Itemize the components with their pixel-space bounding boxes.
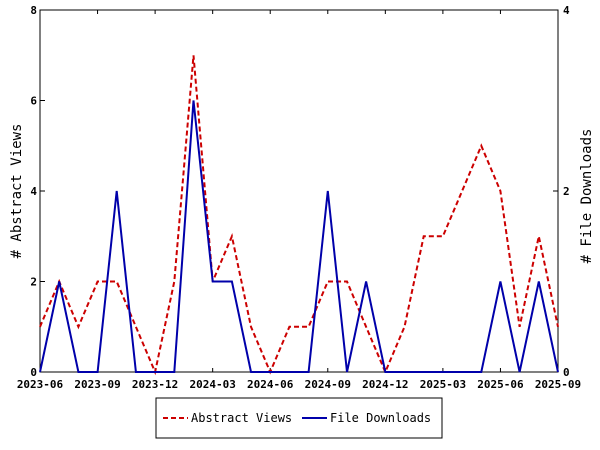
x-tick-label: 2024-09	[305, 378, 351, 391]
y2-tick-label: 0	[563, 366, 570, 379]
x-axis: 2023-06 2023-09 2023-12 2024-03 2024-06 2024-…	[17, 10, 581, 391]
y-tick-label: 0	[30, 366, 37, 379]
legend-box	[155, 397, 443, 439]
y-axis-title: # Abstract Views	[9, 124, 25, 259]
x-tick-label: 2024-06	[247, 378, 294, 391]
x-tick-label: 2025-06	[477, 378, 524, 391]
x-tick-label: 2024-03	[189, 378, 235, 391]
y2-axis-title: # File Downloads	[579, 129, 595, 264]
legend: Abstract Views File Downloads	[155, 397, 443, 439]
series-line-abstract-views	[39, 55, 559, 376]
y-tick-label: 2	[30, 276, 37, 289]
legend-label-file-downloads: File Downloads	[330, 411, 431, 425]
y2-tick-label: 2	[563, 185, 570, 198]
y-tick-label: 8	[30, 4, 37, 17]
x-tick-label: 2025-09	[535, 378, 581, 391]
x-tick-label: 2025-03	[420, 378, 466, 391]
x-tick-label: 2024-12	[362, 378, 408, 391]
y-tick-label: 4	[30, 185, 37, 198]
x-tick-label: 2023-06	[17, 378, 64, 391]
x-tick-label: 2023-12	[132, 378, 178, 391]
legend-label-abstract-views: Abstract Views	[191, 411, 292, 425]
series-line-file-downloads	[39, 100, 559, 373]
series-lines	[39, 55, 559, 376]
plot-area	[39, 9, 559, 373]
x-tick-label: 2023-09	[74, 378, 120, 391]
y2-tick-label: 4	[563, 4, 570, 17]
y-tick-label: 6	[30, 95, 37, 108]
